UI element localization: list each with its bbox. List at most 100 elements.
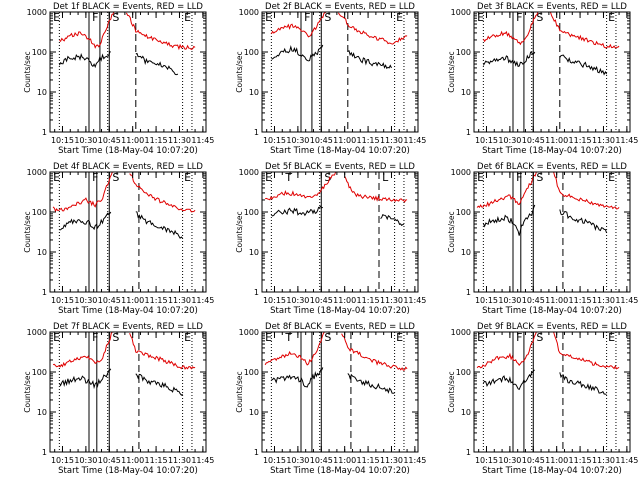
series-events-segment <box>559 209 608 234</box>
segment-letter: E <box>184 171 191 184</box>
segment-letter: S <box>324 171 331 184</box>
series-events-segment <box>58 51 111 69</box>
x-axis-label: Start Time (18-May-04 10:07:20) <box>482 306 622 316</box>
y-tick-label: 1000 <box>27 168 47 177</box>
x-tick-label: 10:15 <box>51 296 74 305</box>
series-lld-segment <box>125 12 196 51</box>
x-tick-label: 11:30 <box>592 456 615 465</box>
x-tick-label: 11:15 <box>145 296 168 305</box>
x-tick-label: 10:30 <box>74 456 97 465</box>
x-tick-label: 11:45 <box>615 296 638 305</box>
y-axis-label: Counts/sec <box>235 51 244 92</box>
series-lld-segment <box>337 12 408 45</box>
segment-letter: E <box>184 11 191 24</box>
series-lld-segment <box>129 333 196 370</box>
x-tick-label: 11:30 <box>592 296 615 305</box>
x-tick-label: 11:15 <box>357 456 380 465</box>
x-tick-label: 11:15 <box>569 136 592 145</box>
x-tick-label: 11:00 <box>333 136 356 145</box>
y-tick-label: 1000 <box>451 328 471 337</box>
x-tick-label: 11:15 <box>145 456 168 465</box>
segment-letter: S <box>324 331 331 344</box>
x-tick-label: 10:30 <box>498 136 521 145</box>
series-events-segment <box>347 50 392 70</box>
x-tick-label: 11:15 <box>569 296 592 305</box>
segment-letter: E <box>477 11 484 24</box>
series-events-segment <box>59 211 112 231</box>
x-tick-label: 10:45 <box>522 296 545 305</box>
x-tick-label: 11:00 <box>121 136 144 145</box>
x-axis-label: Start Time (18-May-04 10:07:20) <box>58 146 198 156</box>
series-lld-segment <box>264 332 325 366</box>
x-tick-label: 11:45 <box>191 296 214 305</box>
plot-frame <box>49 11 207 133</box>
segment-letter: E <box>608 331 615 344</box>
segment-letter: E <box>265 331 272 344</box>
panel-title: Det 2f BLACK = Events, RED = LLD <box>265 2 415 12</box>
series-events-segment <box>559 54 608 76</box>
x-tick-label: 11:45 <box>615 456 638 465</box>
x-axis-label: Start Time (18-May-04 10:07:20) <box>58 306 198 316</box>
x-tick-label: 11:30 <box>168 136 191 145</box>
segment-letter: F <box>92 171 98 184</box>
x-tick-label: 10:30 <box>498 456 521 465</box>
segment-letter: S <box>112 331 119 344</box>
series-events-segment <box>271 205 323 217</box>
x-tick-label: 10:45 <box>98 136 121 145</box>
x-axis-label: Start Time (18-May-04 10:07:20) <box>270 306 410 316</box>
x-tick-label: 11:00 <box>121 296 144 305</box>
segment-letter: T <box>284 331 292 344</box>
x-tick-label: 11:15 <box>357 136 380 145</box>
plot-frame <box>473 11 631 133</box>
x-tick-label: 11:00 <box>333 456 356 465</box>
series-events-segment <box>135 52 179 76</box>
plot-frame <box>261 11 419 133</box>
x-tick-label: 11:30 <box>380 456 403 465</box>
x-tick-label: 11:45 <box>403 456 426 465</box>
x-tick-label: 10:15 <box>51 456 74 465</box>
y-tick-label: 1 <box>42 448 47 457</box>
segment-letter: S <box>324 11 331 24</box>
y-tick-label: 100 <box>456 208 471 217</box>
y-tick-label: 1 <box>466 128 471 137</box>
y-tick-label: 10 <box>37 88 47 97</box>
y-tick-label: 1 <box>254 128 259 137</box>
series-events-segment <box>482 51 536 68</box>
y-tick-label: 1000 <box>27 328 47 337</box>
series-events-segment <box>58 368 112 390</box>
series-events-segment <box>380 214 405 227</box>
x-tick-label: 11:15 <box>357 296 380 305</box>
y-tick-label: 10 <box>37 248 47 257</box>
x-tick-label: 11:45 <box>615 136 638 145</box>
x-tick-label: 10:15 <box>475 296 498 305</box>
x-tick-label: 11:30 <box>380 136 403 145</box>
segment-letter: E <box>477 171 484 184</box>
segment-letter: S <box>112 11 119 24</box>
x-tick-label: 11:45 <box>191 136 214 145</box>
segment-letter: E <box>265 11 272 24</box>
series-events-segment <box>271 367 324 388</box>
x-tick-label: 11:15 <box>569 456 592 465</box>
x-tick-label: 10:15 <box>51 136 74 145</box>
y-axis-label: Counts/sec <box>447 211 456 252</box>
y-tick-label: 1 <box>254 448 259 457</box>
segment-letter: S <box>536 331 543 344</box>
y-tick-label: 100 <box>32 208 47 217</box>
series-lld-segment <box>549 12 620 49</box>
segment-letter: E <box>53 331 60 344</box>
segment-letter: F <box>92 331 98 344</box>
y-tick-label: 10 <box>249 88 259 97</box>
x-tick-label: 11:45 <box>403 296 426 305</box>
y-axis-label: Counts/sec <box>447 371 456 412</box>
y-tick-label: 1 <box>42 288 47 297</box>
y-tick-label: 1 <box>42 128 47 137</box>
y-tick-label: 100 <box>244 368 259 377</box>
y-tick-label: 1 <box>466 448 471 457</box>
series-lld-segment <box>553 332 620 370</box>
x-tick-label: 11:45 <box>403 136 426 145</box>
